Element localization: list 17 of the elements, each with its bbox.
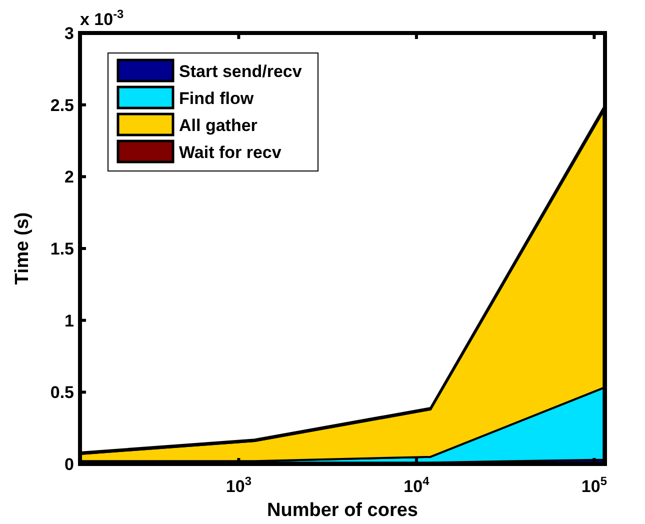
- y-axis-title: Time (s): [12, 212, 33, 285]
- legend-label: Start send/recv: [179, 62, 302, 81]
- y-tick-label: 1: [64, 311, 74, 330]
- y-tick-label: 2: [64, 168, 74, 187]
- legend-label: Wait for recv: [179, 142, 282, 162]
- y-tick-label: 0.5: [50, 383, 74, 402]
- text: x 10$^{-3}$: [80, 7, 124, 29]
- x-tick-label: 10$^{3}$: [226, 474, 252, 496]
- y-tick-label: 3: [64, 24, 74, 43]
- x-axis-title: Number of cores: [267, 500, 418, 521]
- legend-label: All gather: [179, 116, 258, 135]
- x-tick-label: 10$^{4}$: [404, 474, 430, 496]
- legend-label: Find flow: [179, 88, 254, 108]
- y-tick-label: 0: [64, 454, 74, 474]
- x-tick-label: 10$^{5}$: [581, 474, 608, 496]
- y-tick-label: 2.5: [50, 96, 74, 115]
- y-tick-label: 1.5: [50, 239, 74, 258]
